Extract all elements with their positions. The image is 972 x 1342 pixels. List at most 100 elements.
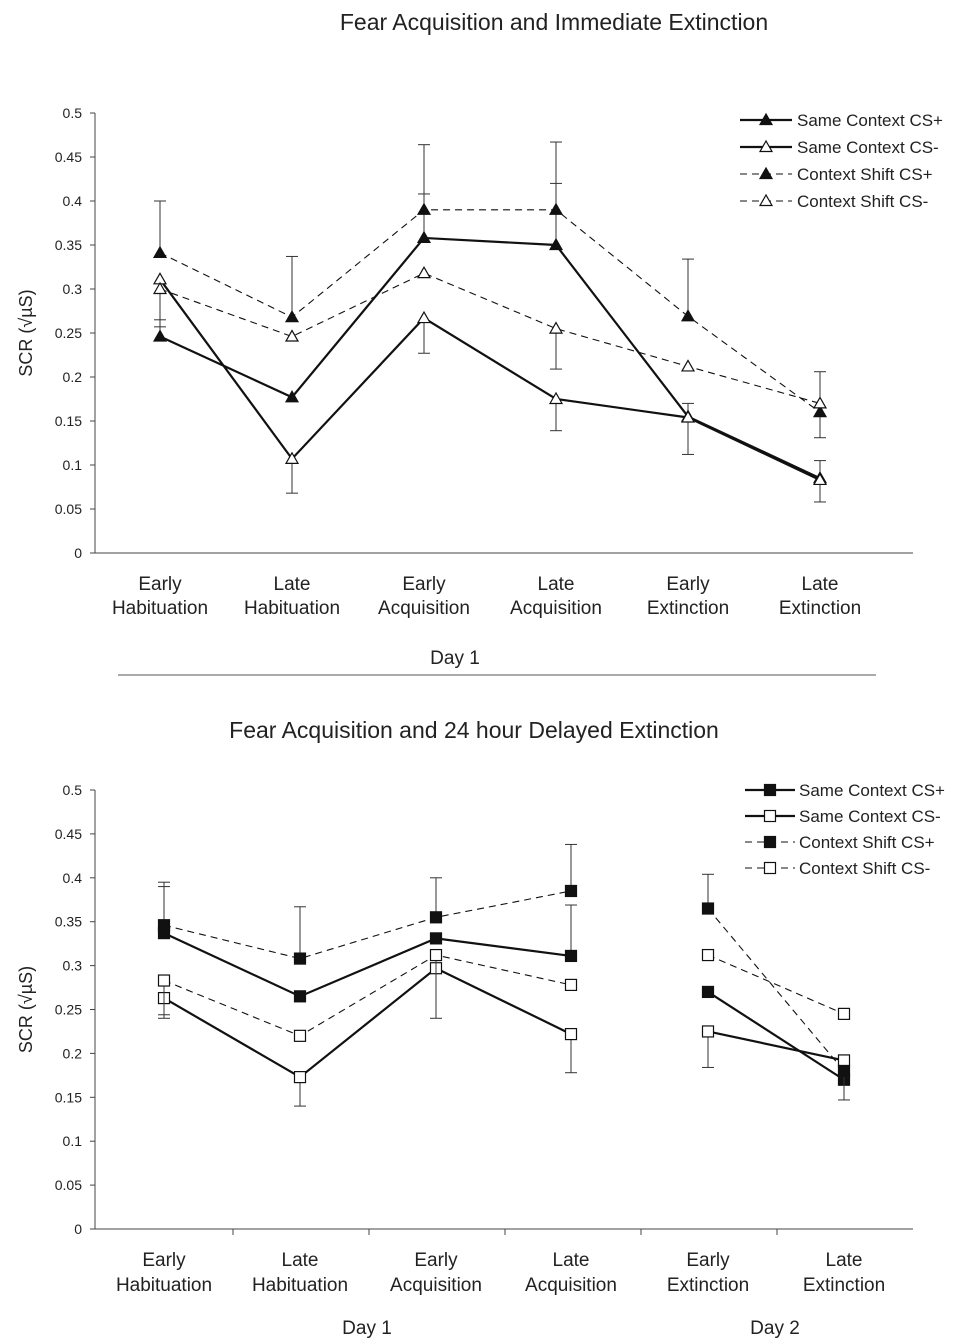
data-point — [416, 202, 432, 215]
legend-label: Context Shift CS- — [799, 859, 930, 878]
x-group-label: Day 1 — [430, 648, 480, 669]
x-category-label: Habituation — [112, 598, 208, 619]
data-point — [548, 237, 564, 251]
y-tick-label: 0.05 — [55, 501, 82, 517]
series-context-shift-cs — [152, 141, 828, 439]
x-category-label: Late — [553, 1250, 590, 1271]
data-point — [812, 396, 828, 409]
y-axis-label: SCR (√µS) — [16, 966, 36, 1053]
y-tick-label: 0.45 — [55, 149, 82, 165]
x-group-label: Day 2 — [750, 1318, 800, 1339]
series-line — [163, 966, 572, 1079]
legend-marker — [763, 861, 777, 875]
data-point — [152, 329, 168, 342]
series-context-shift-cs — [157, 843, 851, 1078]
legend-marker — [758, 166, 774, 180]
x-category-label: Extinction — [647, 598, 729, 619]
y-tick-label: 0.3 — [63, 958, 83, 974]
x-category-label: Late — [538, 574, 575, 595]
y-tick-label: 0.3 — [63, 281, 83, 297]
data-point — [293, 990, 307, 1003]
x-category-label: Extinction — [667, 1275, 749, 1296]
legend-label: Context Shift CS+ — [797, 165, 933, 184]
series-context-shift-cs — [152, 265, 828, 409]
data-point — [548, 202, 564, 215]
legend-label: Same Context CS- — [797, 138, 939, 157]
series-line — [159, 278, 821, 481]
x-category-label: Extinction — [779, 598, 861, 619]
data-point — [701, 985, 715, 999]
data-point — [429, 948, 443, 962]
chart-title: Fear Acquisition and 24 hour Delayed Ext… — [229, 717, 719, 743]
data-point — [680, 309, 696, 322]
data-point — [152, 245, 168, 259]
chart-panel-immediate-extinction: Fear Acquisition and Immediate Extinctio… — [16, 9, 943, 669]
legend-marker — [763, 783, 777, 797]
x-category-label: Late — [802, 574, 839, 595]
data-point — [152, 281, 168, 295]
x-category-label: Early — [402, 574, 446, 595]
data-point — [293, 1029, 307, 1042]
y-tick-label: 0.25 — [55, 1002, 82, 1018]
x-category-label: Acquisition — [378, 598, 470, 619]
x-category-label: Early — [666, 574, 710, 595]
y-tick-label: 0.35 — [55, 914, 82, 930]
chart-title: Fear Acquisition and Immediate Extinctio… — [340, 9, 768, 35]
series-line — [163, 890, 572, 960]
data-point — [548, 391, 564, 405]
legend-marker — [758, 112, 774, 126]
data-point — [416, 265, 432, 279]
legend-marker — [763, 835, 777, 849]
legend-label: Same Context CS+ — [799, 781, 945, 800]
data-point — [284, 309, 300, 323]
series-line — [159, 209, 821, 413]
data-point — [701, 902, 715, 915]
data-point — [416, 230, 432, 244]
y-tick-label: 0.05 — [55, 1177, 82, 1193]
x-group-label: Day 1 — [342, 1318, 392, 1339]
y-tick-label: 0.45 — [55, 826, 82, 842]
data-point — [157, 974, 171, 987]
legend-label: Same Context CS- — [799, 807, 941, 826]
y-tick-label: 0.25 — [55, 325, 82, 341]
data-point — [548, 321, 564, 334]
data-point — [812, 404, 828, 418]
data-point — [284, 390, 300, 403]
data-point — [293, 952, 307, 965]
y-tick-label: 0.5 — [63, 782, 83, 798]
y-axis-label: SCR (√µS) — [16, 289, 36, 376]
legend-label: Same Context CS+ — [797, 111, 943, 130]
data-point — [837, 1054, 851, 1067]
y-tick-label: 0.35 — [55, 237, 82, 253]
chart-panel-delayed-extinction: Fear Acquisition and 24 hour Delayed Ext… — [16, 717, 945, 1339]
data-point — [564, 949, 578, 963]
series-line — [707, 991, 845, 1081]
series-context-shift-cs — [157, 948, 851, 1042]
x-category-label: Habituation — [244, 598, 340, 619]
x-category-label: Early — [138, 574, 182, 595]
series-line — [707, 954, 845, 1015]
x-category-label: Early — [142, 1250, 186, 1271]
data-point — [812, 472, 828, 486]
series-line — [163, 954, 572, 1037]
x-category-label: Habituation — [116, 1275, 212, 1296]
data-point — [284, 451, 300, 464]
y-tick-label: 0.15 — [55, 413, 82, 429]
data-point — [429, 911, 443, 924]
y-tick-label: 0.5 — [63, 105, 83, 121]
data-point — [416, 310, 432, 324]
data-point — [701, 948, 715, 962]
legend-label: Context Shift CS+ — [799, 833, 935, 852]
y-tick-label: 0 — [74, 545, 82, 561]
x-category-label: Late — [274, 574, 311, 595]
data-point — [701, 1025, 715, 1038]
x-category-label: Early — [414, 1250, 458, 1271]
legend-marker — [758, 193, 774, 207]
series-same-context-cs — [152, 272, 828, 503]
y-tick-label: 0.1 — [63, 1133, 83, 1149]
data-point — [680, 359, 696, 372]
x-category-label: Extinction — [803, 1275, 885, 1296]
series-line — [707, 1030, 845, 1062]
x-category-label: Acquisition — [510, 598, 602, 619]
y-tick-label: 0 — [74, 1221, 82, 1237]
